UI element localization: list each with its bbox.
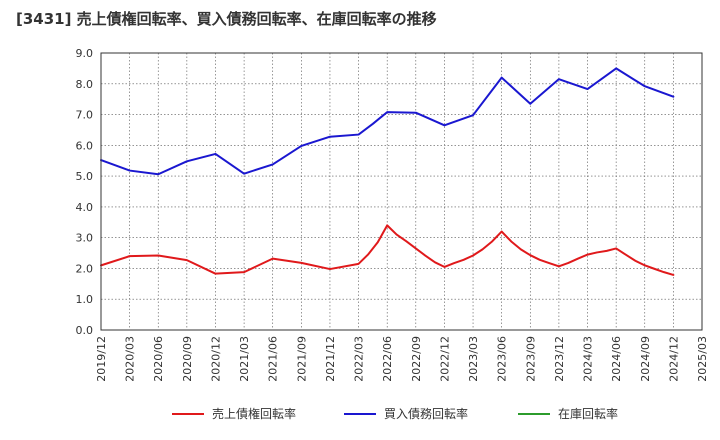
y-axis-tick-labels: 0.0 1.0 2.0 3.0 4.0 5.0 6.0 7.0 8.0 9.0 [76, 47, 94, 337]
x-tick-label: 2020/03 [124, 336, 137, 382]
x-tick-label: 2020/12 [209, 336, 222, 382]
y-tick-label: 3.0 [76, 232, 94, 245]
series-line-1 [100, 224, 675, 276]
plot-area [101, 53, 702, 330]
x-tick-label: 2022/06 [381, 336, 394, 382]
y-tick-label: 9.0 [76, 47, 94, 60]
x-tick-label: 2023/12 [553, 336, 566, 382]
y-tick-label: 5.0 [76, 170, 94, 183]
x-tick-label: 2019/12 [95, 336, 108, 382]
x-tick-label: 2021/06 [267, 336, 280, 382]
x-tick-label: 2024/09 [639, 336, 652, 382]
legend: 売上債権回転率 買入債務回転率 在庫回転率 [172, 406, 618, 421]
x-tick-label: 2022/03 [353, 336, 366, 382]
x-tick-label: 2024/03 [582, 336, 595, 382]
plot-background [101, 53, 702, 330]
x-tick-label: 2024/06 [610, 336, 623, 382]
x-tick-label: 2021/09 [295, 336, 308, 382]
y-tick-label: 7.0 [76, 109, 94, 122]
x-tick-label: 2024/12 [667, 336, 680, 382]
x-tick-label: 2022/12 [438, 336, 451, 382]
legend-label-2: 買入債務回転率 [384, 406, 468, 421]
chart-title: [3431] 売上債権回転率、買入債務回転率、在庫回転率の推移 [16, 10, 437, 28]
x-tick-label: 2020/09 [181, 336, 194, 382]
x-tick-label: 2021/03 [238, 336, 251, 382]
x-tick-label: 2023/09 [524, 336, 537, 382]
plot-border [100, 52, 703, 331]
legend-label-3: 在庫回転率 [558, 406, 618, 421]
y-tick-label: 4.0 [76, 201, 94, 214]
series-line-2 [100, 67, 675, 176]
y-tick-label: 6.0 [76, 139, 94, 152]
x-tick-label: 2020/06 [152, 336, 165, 382]
y-tick-label: 2.0 [76, 262, 94, 275]
y-tick-label: 0.0 [76, 324, 94, 337]
legend-label-1: 売上債権回転率 [212, 406, 296, 421]
x-tick-label: 2023/03 [467, 336, 480, 382]
axes [100, 52, 703, 331]
x-tick-label: 2023/06 [496, 336, 509, 382]
x-axis-tick-labels: 2019/12 2020/03 2020/06 2020/09 2020/12 2021/… [95, 336, 709, 382]
x-tick-label: 2021/12 [324, 336, 337, 382]
y-tick-label: 1.0 [76, 293, 94, 306]
series-lines [100, 67, 675, 276]
x-tick-label: 2025/03 [696, 336, 709, 382]
y-tick-label: 8.0 [76, 78, 94, 91]
x-tick-label: 2022/09 [410, 336, 423, 382]
